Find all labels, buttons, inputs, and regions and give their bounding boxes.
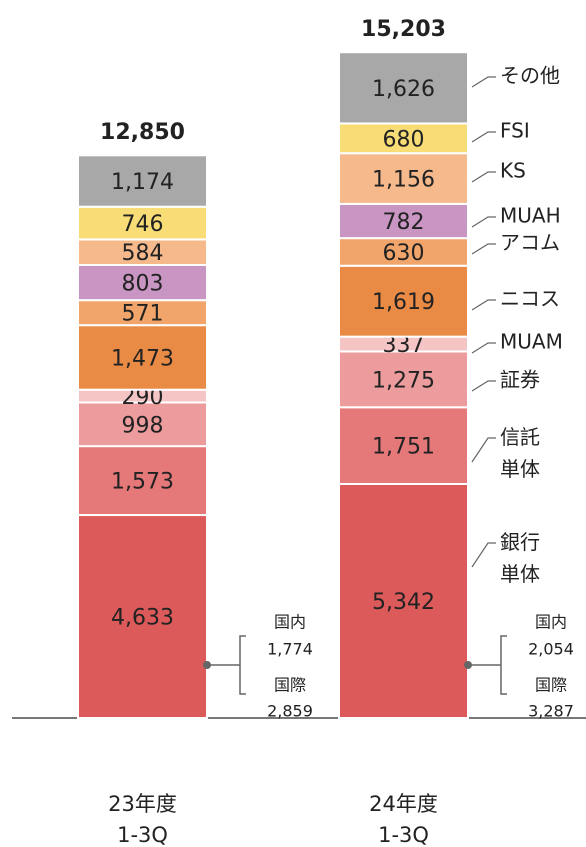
segment-label: 998 [122, 413, 164, 438]
segment-label: 746 [122, 212, 164, 237]
segment-label: 584 [122, 241, 164, 266]
bar-segment [338, 406, 469, 485]
breakdown-value: 3,287 [528, 702, 574, 721]
category-label: 23年度 1-3Q [108, 792, 177, 847]
segment-label: 571 [122, 302, 164, 327]
bar-segment [338, 482, 469, 719]
breakdown-value: 2,859 [267, 702, 313, 721]
segment-label: 1,751 [372, 435, 435, 460]
leader-line [471, 380, 496, 392]
breakdown-value: 2,054 [528, 640, 574, 659]
bar-segment [338, 237, 469, 267]
bar-segment [338, 350, 469, 409]
bar-segment [77, 514, 208, 719]
segment-label: 1,619 [372, 290, 435, 315]
legend-label: ニコス [500, 287, 560, 311]
bar-segment [77, 299, 208, 327]
segment-label: 1,156 [372, 168, 435, 193]
breakdown-name: 国際 [535, 676, 567, 695]
leader-line [471, 542, 496, 568]
legend-label: その他 [500, 64, 560, 88]
bar-segment [338, 51, 469, 125]
total-label: 15,203 [361, 17, 446, 42]
segment-label: 1,626 [372, 77, 435, 102]
bar-segment [338, 152, 469, 205]
bar-segment [77, 263, 208, 302]
leader-line [471, 243, 496, 255]
legend-label: KS [500, 159, 526, 183]
segment-label: 680 [383, 127, 425, 152]
bar-segment [77, 324, 208, 391]
leader-line [471, 76, 496, 88]
segment-label: 1,275 [372, 368, 435, 393]
breakdown-name: 国内 [274, 613, 306, 632]
leader-line [471, 342, 496, 354]
segment-label: 1,573 [111, 470, 174, 495]
breakdown-value: 1,774 [267, 640, 313, 659]
breakdown-name: 国際 [274, 676, 306, 695]
legend-label: FSI [500, 119, 530, 143]
segment-label: 630 [383, 241, 425, 266]
segment-label: 782 [383, 210, 425, 235]
breakdown-name: 国内 [535, 613, 567, 632]
bracket [500, 635, 507, 695]
leader-line [471, 171, 496, 183]
leader-line [471, 131, 496, 143]
segment-label: 4,633 [111, 606, 174, 631]
legend-label: MUAM [500, 330, 563, 354]
category-label: 24年度 1-3Q [369, 792, 438, 847]
legend-label: 銀行単体 [500, 530, 540, 586]
segment-label: 1,174 [111, 170, 174, 195]
segment-label: 1,473 [111, 346, 174, 371]
bracket [239, 635, 246, 695]
legend-label: アコム [500, 231, 560, 255]
bar-segment [338, 264, 469, 338]
leader-line [471, 437, 496, 463]
bar-segment [338, 202, 469, 240]
leader-line [471, 299, 496, 311]
bar-segment [77, 205, 208, 241]
segment-label: 803 [122, 272, 164, 297]
legend-label: 信託単体 [500, 425, 540, 481]
segment-label: 5,342 [372, 590, 435, 615]
legend-label: 証券 [500, 368, 540, 392]
bar-segment [77, 445, 208, 517]
bar-segment [77, 154, 208, 208]
legend-label: MUAH [500, 204, 561, 228]
total-label: 12,850 [100, 120, 185, 145]
bar-segment [77, 238, 208, 266]
leader-line [471, 216, 496, 228]
